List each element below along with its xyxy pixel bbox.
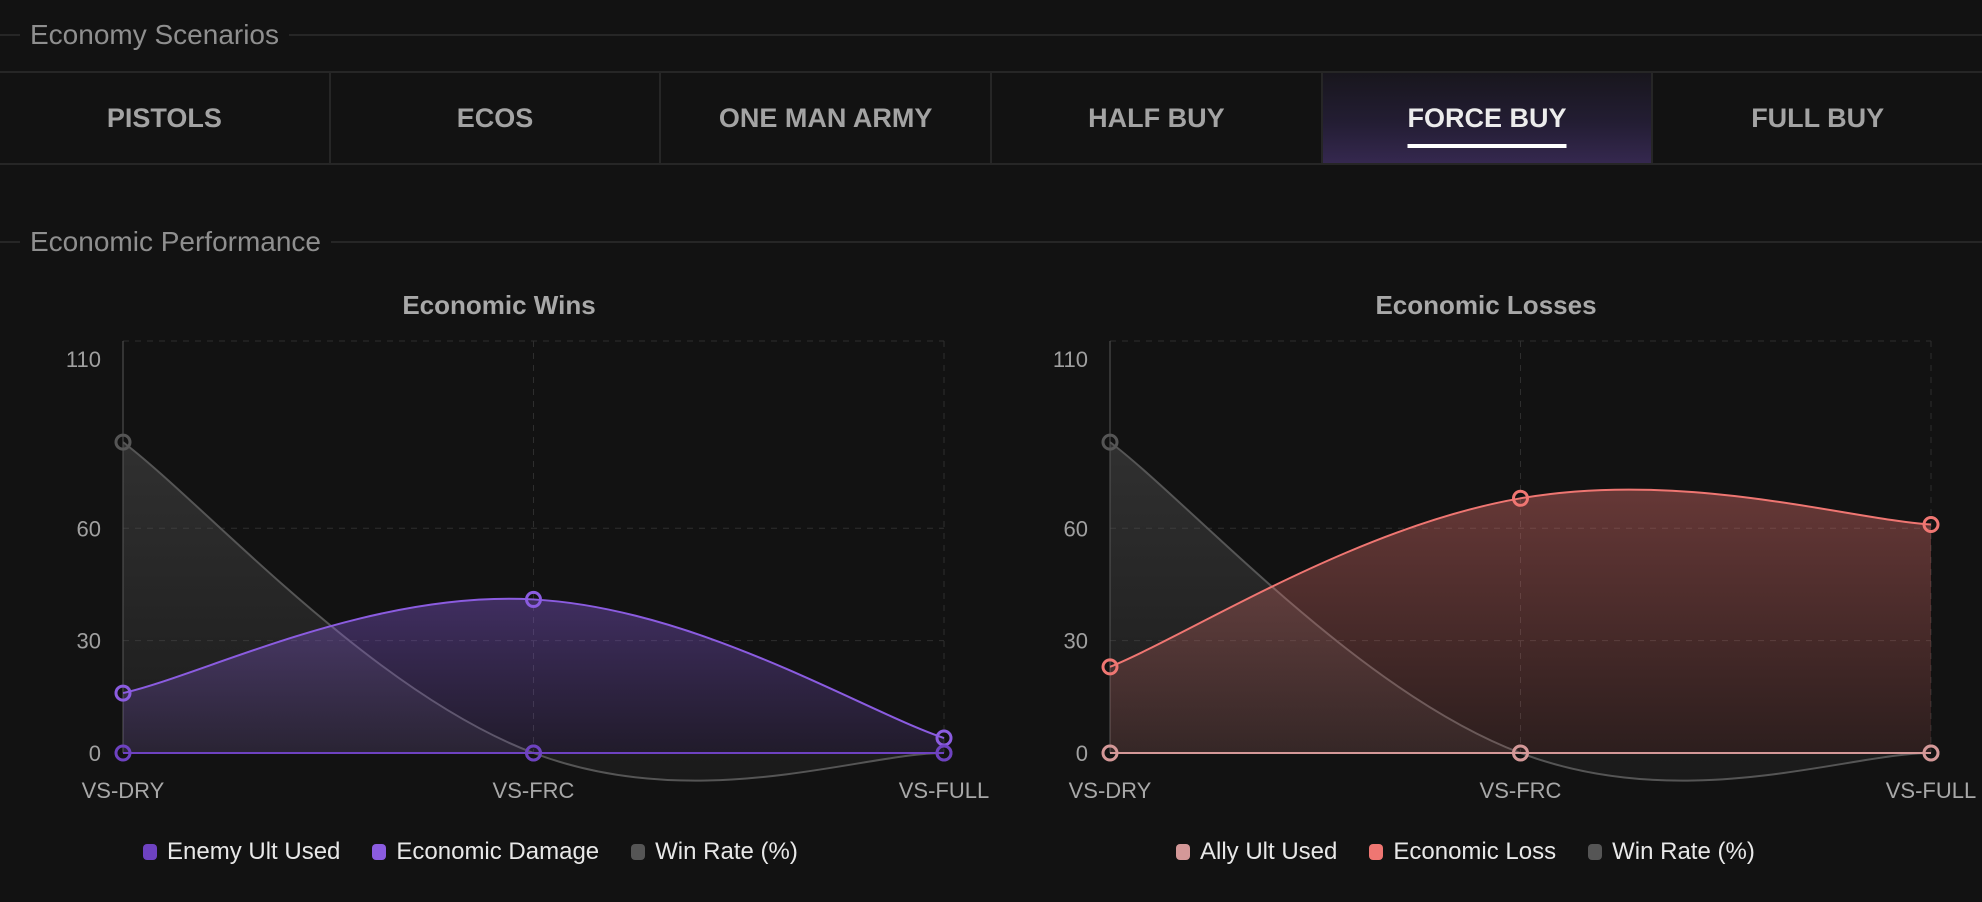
tab-label: HALF BUY [1088, 102, 1225, 133]
legend-label: Ally Ult Used [1200, 838, 1338, 865]
legend-item[interactable]: Ally Ult Used [1176, 838, 1337, 866]
active-tab-underline [1407, 144, 1567, 148]
data-point[interactable] [1101, 658, 1119, 676]
legend-label: Enemy Ult Used [167, 838, 341, 865]
y-tick-label: 30 [1064, 629, 1088, 654]
x-tick-label: VS-FRC [1480, 778, 1562, 803]
x-tick-label: VS-FULL [1886, 778, 1976, 803]
legend-swatch [1176, 844, 1190, 860]
y-tick-label: 110 [66, 347, 101, 372]
legend-label: Win Rate (%) [1612, 838, 1755, 865]
losses-legend: Ally Ult Used Economic Loss Win Rate (%) [1176, 838, 1755, 866]
y-tick-label: 110 [1053, 347, 1088, 372]
y-tick-label: 0 [1076, 741, 1088, 766]
legend-swatch [143, 844, 157, 860]
data-point[interactable] [1101, 433, 1119, 451]
chart-1: Economic Losses 0 30 60 110 VS-DRY VS-FRC VS-FU… [1053, 290, 1976, 803]
tab-label: FORCE BUY [1407, 102, 1567, 133]
data-point[interactable] [114, 744, 132, 762]
data-point[interactable] [1101, 744, 1119, 762]
economic-performance-heading: Economic Performance [0, 222, 1982, 262]
data-point[interactable] [525, 590, 542, 608]
divider [0, 241, 20, 243]
section-title: Economic Performance [30, 226, 322, 257]
divider [0, 34, 20, 36]
data-point[interactable] [114, 684, 132, 702]
data-point[interactable] [1512, 489, 1529, 507]
tab-pistols[interactable]: PISTOLS [0, 73, 331, 163]
legend-item[interactable]: Win Rate (%) [631, 838, 798, 866]
tab-half-buy[interactable]: HALF BUY [992, 73, 1323, 163]
tab-full-buy[interactable]: FULL BUY [1653, 73, 1982, 163]
legend-item[interactable]: Win Rate (%) [1588, 838, 1755, 866]
tab-label: FULL BUY [1751, 102, 1885, 133]
series-line [122, 597, 945, 739]
series-area [1110, 489, 1931, 753]
scenario-tabs: PISTOLS ECOS ONE MAN ARMY HALF BUY FORCE BUY… [0, 71, 1982, 165]
data-point[interactable] [525, 744, 542, 762]
y-tick-label: 60 [77, 516, 101, 541]
tab-ecos[interactable]: ECOS [331, 73, 662, 163]
tab-force-buy[interactable]: FORCE BUY [1322, 73, 1654, 163]
data-point[interactable] [1922, 744, 1940, 762]
series-area [123, 598, 944, 753]
legend-item[interactable]: Economic Loss [1369, 838, 1556, 866]
x-tick-label: VS-DRY [82, 778, 165, 803]
chart-0: Economic Wins 0 30 60 110 VS-DRY VS-FRC VS-FULL [66, 290, 989, 803]
y-tick-label: 60 [1064, 516, 1088, 541]
x-tick-label: VS-FULL [899, 778, 989, 803]
legend-item[interactable]: Enemy Ult Used [143, 838, 340, 866]
divider [289, 34, 1982, 36]
section-title: Economy Scenarios [30, 19, 280, 50]
y-tick-label: 0 [89, 741, 101, 766]
legend-swatch [631, 844, 646, 860]
data-point[interactable] [114, 433, 132, 451]
economy-scenarios-heading: Economy Scenarios [0, 15, 1982, 55]
tab-label: ECOS [456, 102, 534, 133]
x-tick-label: VS-DRY [1069, 778, 1152, 803]
legend-swatch [372, 844, 387, 860]
legend-label: Economic Damage [396, 838, 600, 865]
data-point[interactable] [1922, 516, 1940, 534]
tab-label: PISTOLS [106, 102, 222, 133]
tab-one-man-army[interactable]: ONE MAN ARMY [661, 73, 993, 163]
wins-legend: Enemy Ult Used Economic Damage Win Rate (%… [143, 838, 798, 866]
legend-label: Economic Loss [1393, 838, 1557, 865]
tab-label: ONE MAN ARMY [718, 102, 933, 133]
chart-title: Economic Wins [402, 290, 595, 320]
legend-swatch [1588, 844, 1603, 860]
legend-swatch [1369, 844, 1384, 860]
data-point[interactable] [935, 744, 953, 762]
y-tick-label: 30 [77, 629, 101, 654]
chart-title: Economic Losses [1375, 290, 1596, 320]
series-line [1109, 488, 1932, 668]
data-point[interactable] [1512, 744, 1529, 762]
legend-item[interactable]: Economic Damage [372, 838, 599, 866]
divider [331, 241, 1982, 243]
x-tick-label: VS-FRC [493, 778, 575, 803]
legend-label: Win Rate (%) [655, 838, 798, 865]
